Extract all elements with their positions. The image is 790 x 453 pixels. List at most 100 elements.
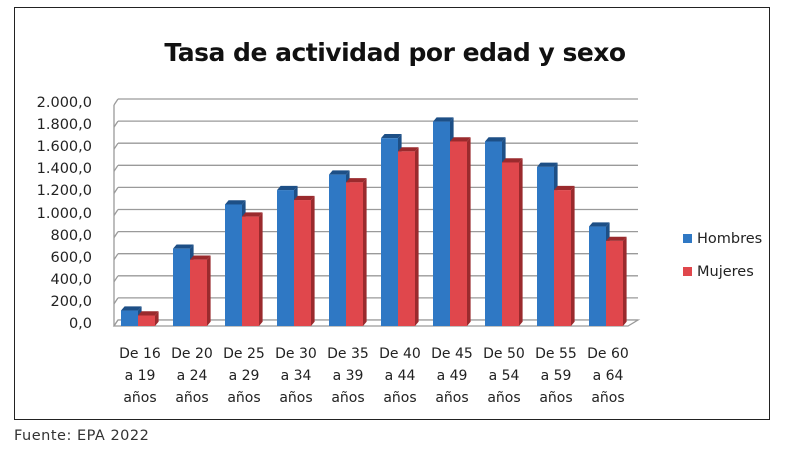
legend-item-mujeres: Mujeres xyxy=(683,255,762,288)
gridline-wall xyxy=(113,231,119,238)
x-tick-line: a 34 xyxy=(280,368,312,384)
x-tick-label: De 16 a 19 años xyxy=(112,343,168,409)
y-tick-label: 1.400,0 xyxy=(36,161,92,178)
x-tick-line: a 29 xyxy=(228,368,260,384)
bar-mujeres xyxy=(554,190,571,326)
x-tick-label: De 25 a 29 años xyxy=(216,343,272,409)
x-tick-label: De 60 a 64 años xyxy=(580,343,636,409)
x-tick-line: años xyxy=(435,390,469,406)
bar-top xyxy=(190,255,211,260)
gridline-wall xyxy=(113,253,119,261)
bar-hombres xyxy=(225,204,242,326)
bar-mujeres xyxy=(346,182,363,326)
bar-hombres xyxy=(381,138,398,326)
bar-hombres xyxy=(329,174,346,326)
bar-side xyxy=(259,212,263,326)
bar-side xyxy=(363,178,367,326)
y-tick-label: 0,0 xyxy=(68,316,92,332)
y-tick-label: 400,0 xyxy=(50,271,92,288)
x-tick-line: años xyxy=(539,390,573,406)
bar-top xyxy=(346,178,367,183)
x-tick-line: a 54 xyxy=(488,368,520,384)
x-tick-label: De 40 a 44 años xyxy=(372,343,428,409)
bar-side xyxy=(207,255,211,326)
x-tick-line: De 55 xyxy=(535,346,577,362)
legend-label-hombres: Hombres xyxy=(697,230,763,247)
bar-top xyxy=(121,306,142,311)
x-tick-label: De 20 a 24 años xyxy=(164,343,220,409)
y-tick-label: 1.000,0 xyxy=(36,205,92,222)
y-tick-label: 1.800,0 xyxy=(36,117,92,134)
bar-side xyxy=(415,147,419,326)
bar-top xyxy=(554,185,575,191)
bar-top xyxy=(173,244,194,249)
y-tick-label: 2.000,0 xyxy=(36,95,92,111)
x-tick-label: De 50 a 54 años xyxy=(476,343,532,409)
bar-side xyxy=(623,236,627,326)
bar-top xyxy=(242,212,263,217)
source-note: Fuente: EPA 2022 xyxy=(14,428,150,444)
bar-mujeres xyxy=(606,240,623,326)
x-tick-label: De 35 a 39 años xyxy=(320,343,376,409)
x-tick-label: De 55 a 59 años xyxy=(528,343,584,409)
bar-top xyxy=(294,195,315,201)
y-tick-label: 600,0 xyxy=(50,249,92,266)
bar-hombres xyxy=(589,226,606,326)
x-tick-line: De 35 xyxy=(327,346,369,362)
bar-top xyxy=(502,158,523,163)
x-tick-line: años xyxy=(331,390,365,406)
x-tick-line: años xyxy=(279,390,313,406)
bar-top xyxy=(537,162,558,167)
bar-top xyxy=(398,147,419,152)
y-tick-label: 800,0 xyxy=(50,227,92,244)
y-tick-label: 1.600,0 xyxy=(36,139,92,156)
bar-mujeres xyxy=(242,216,259,326)
bar-hombres xyxy=(277,190,294,326)
bar-top xyxy=(606,236,627,241)
y-tick-label: 1.200,0 xyxy=(36,183,92,200)
gridline-wall xyxy=(113,164,119,172)
bar-mujeres xyxy=(138,315,155,326)
bar-top xyxy=(329,170,350,175)
x-tick-line: años xyxy=(175,390,209,406)
bar-hombres xyxy=(121,310,138,326)
x-tick-line: a 19 xyxy=(124,368,156,384)
bar-top xyxy=(450,137,471,142)
bar-hombres xyxy=(485,141,502,326)
legend-swatch-mujeres xyxy=(683,267,692,276)
gridline-wall xyxy=(113,120,119,128)
x-tick-label: De 45 a 49 años xyxy=(424,343,480,409)
chart-title: Tasa de actividad por edad y sexo xyxy=(164,38,626,67)
y-tick-label: 200,0 xyxy=(50,293,92,310)
bar-top xyxy=(138,311,159,316)
bar-top xyxy=(433,117,454,122)
bar-side xyxy=(519,158,523,326)
x-tick-line: a 24 xyxy=(176,368,208,384)
gridline-wall xyxy=(113,187,119,194)
bar-side xyxy=(311,195,315,326)
x-tick-label: De 30 a 34 años xyxy=(268,343,324,409)
bar-hombres xyxy=(173,248,190,326)
x-tick-line: De 16 xyxy=(119,346,161,362)
gridline-wall xyxy=(113,209,119,216)
x-tick-line: años xyxy=(123,390,157,406)
legend-swatch-hombres xyxy=(683,234,692,243)
bar-top xyxy=(277,185,298,191)
x-tick-line: a 49 xyxy=(436,368,468,384)
legend-label-mujeres: Mujeres xyxy=(697,263,754,280)
x-tick-line: a 44 xyxy=(384,368,416,384)
legend: Hombres Mujeres xyxy=(683,222,762,288)
x-tick-line: De 25 xyxy=(223,346,265,362)
x-tick-line: De 45 xyxy=(431,346,473,362)
bar-hombres xyxy=(433,121,450,326)
x-tick-line: años xyxy=(227,390,261,406)
x-tick-line: años xyxy=(591,390,625,406)
x-tick-line: De 50 xyxy=(483,346,525,362)
bar-top xyxy=(225,200,246,205)
bar-mujeres xyxy=(398,151,415,326)
gridline-wall xyxy=(113,98,119,106)
bar-mujeres xyxy=(502,162,519,326)
gridline-wall xyxy=(113,142,119,150)
bar-side xyxy=(467,137,471,326)
